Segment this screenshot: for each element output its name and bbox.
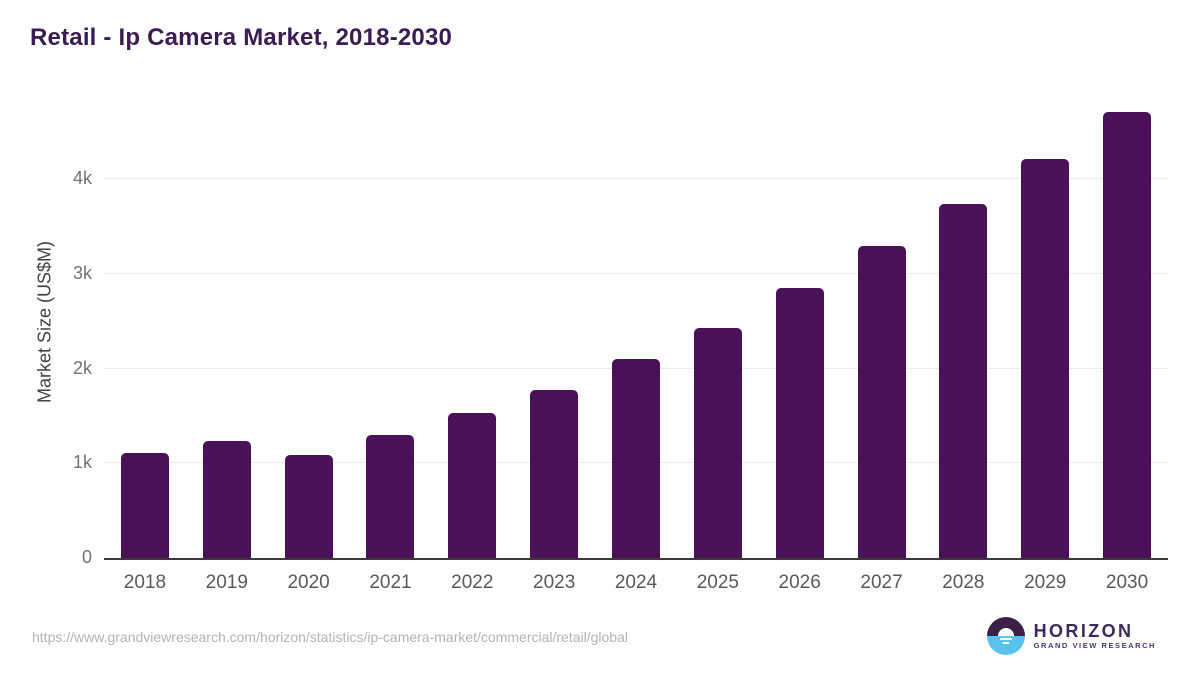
ytick-0: 0 — [81, 547, 92, 567]
bar-slot-2018 — [104, 100, 186, 558]
bar-2029 — [1021, 159, 1070, 558]
xlabel-2026: 2026 — [778, 572, 821, 593]
bar-slot-2029 — [1004, 100, 1086, 558]
xlabel-2021: 2021 — [369, 572, 412, 593]
bar-2018 — [120, 453, 169, 558]
plot-area — [104, 100, 1168, 560]
bar-slot-2019 — [186, 100, 268, 558]
bar-slot-2023 — [513, 100, 595, 558]
xlabel-2028: 2028 — [942, 572, 985, 593]
bar-slot-2030 — [1086, 100, 1168, 558]
logo-text: HORIZON GRAND VIEW RESEARCH — [1033, 620, 1156, 651]
horizon-logo-icon — [986, 617, 1025, 655]
xlabel-2024: 2024 — [614, 572, 658, 593]
xlabel-2030: 2030 — [1105, 572, 1149, 593]
y-axis-title: Market Size (US$M) — [34, 240, 55, 404]
bar-2028 — [939, 204, 988, 558]
sun-reflection-line — [1002, 642, 1010, 644]
bar-2024 — [611, 359, 660, 558]
xlabel-2019: 2019 — [205, 572, 248, 593]
gridline-3k — [104, 272, 1168, 274]
gridline-4k — [104, 178, 1168, 179]
sun-reflection-line — [999, 638, 1012, 640]
bar-slot-2025 — [677, 100, 759, 558]
bar-series — [104, 100, 1168, 558]
bar-slot-2028 — [922, 100, 1004, 558]
bar-slot-2020 — [268, 100, 350, 558]
x-axis-labels: 2018 2019 2020 2021 2022 2023 2024 2025 2026 2027… — [104, 572, 1168, 594]
bar-2027 — [857, 246, 906, 558]
bar-2023 — [530, 390, 579, 558]
bar-slot-2022 — [431, 100, 513, 558]
bar-2019 — [202, 441, 251, 558]
bar-2022 — [448, 413, 497, 558]
xlabel-2025: 2025 — [696, 572, 739, 593]
bar-slot-2024 — [595, 100, 677, 558]
logo-subtitle: GRAND VIEW RESEARCH — [1033, 640, 1156, 650]
bar-slot-2026 — [759, 100, 841, 558]
sun-icon — [997, 628, 1014, 636]
logo-brand: HORIZON — [1033, 620, 1134, 641]
bar-slot-2027 — [841, 100, 923, 558]
ytick-4k: 4k — [72, 168, 92, 188]
bar-2030 — [1103, 112, 1152, 558]
bar-2025 — [693, 328, 742, 558]
horizon-logo: HORIZON GRAND VIEW RESEARCH — [986, 617, 1156, 655]
ytick-1k: 1k — [72, 452, 92, 472]
bar-slot-2021 — [350, 100, 432, 558]
xlabel-2027: 2027 — [860, 572, 903, 593]
xlabel-2029: 2029 — [1024, 572, 1067, 593]
bar-2026 — [775, 288, 824, 558]
xlabel-2023: 2023 — [533, 572, 576, 593]
bar-2020 — [284, 455, 333, 558]
bar-2021 — [366, 435, 415, 558]
chart-title: Retail - Ip Camera Market, 2018-2030 — [30, 24, 453, 51]
source-url: https://www.grandviewresearch.com/horizo… — [32, 629, 628, 645]
xlabel-2018: 2018 — [123, 572, 167, 593]
xlabel-2020: 2020 — [287, 572, 330, 593]
xlabel-2022: 2022 — [451, 572, 494, 593]
